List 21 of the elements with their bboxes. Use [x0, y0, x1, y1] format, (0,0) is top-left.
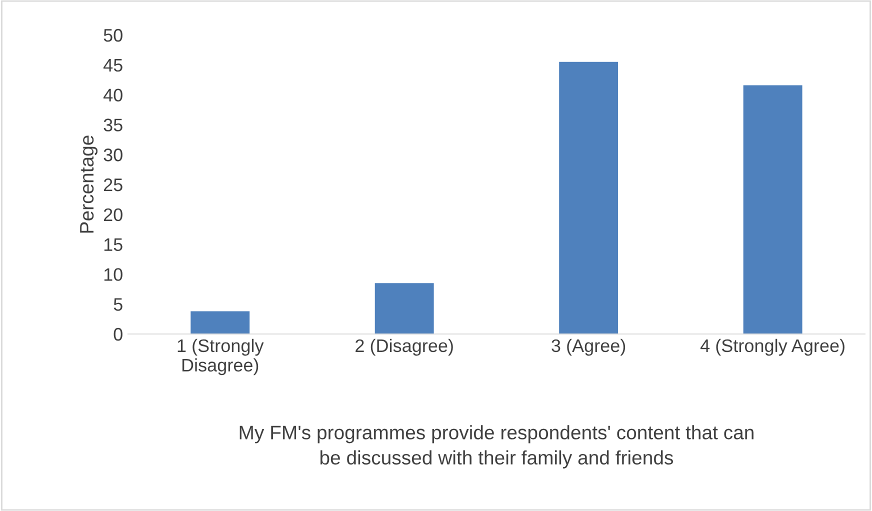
x-tick-label: 2 (Disagree) — [356, 338, 453, 356]
y-tick-label: 0 — [114, 328, 122, 341]
bar — [559, 62, 618, 334]
x-axis-title: My FM's programmes provide respondents' content that can be discussed with their family and friends — [240, 425, 754, 468]
y-tick-label: 15 — [104, 238, 122, 252]
x-tick-label: 4 (Strongly Agree) — [700, 338, 844, 356]
bar — [743, 85, 802, 334]
y-tick-label: 35 — [104, 118, 122, 132]
y-tick-label: 5 — [114, 298, 122, 311]
y-tick-label: 30 — [104, 148, 122, 162]
bar — [190, 311, 250, 334]
y-tick-label: 50 — [104, 28, 122, 42]
y-tick-label: 20 — [104, 208, 122, 222]
y-tick-label: 40 — [103, 88, 122, 102]
x-tick-label: 3 (Agree) — [552, 338, 626, 356]
x-tick-label: 1 (Strongly Disagree) — [178, 338, 264, 376]
y-tick-label: 25 — [104, 178, 122, 192]
y-tick-label: 10 — [104, 268, 122, 281]
y-tick-label: 45 — [103, 59, 122, 72]
y-axis-title: Percentage — [80, 136, 98, 233]
bar — [374, 283, 434, 334]
